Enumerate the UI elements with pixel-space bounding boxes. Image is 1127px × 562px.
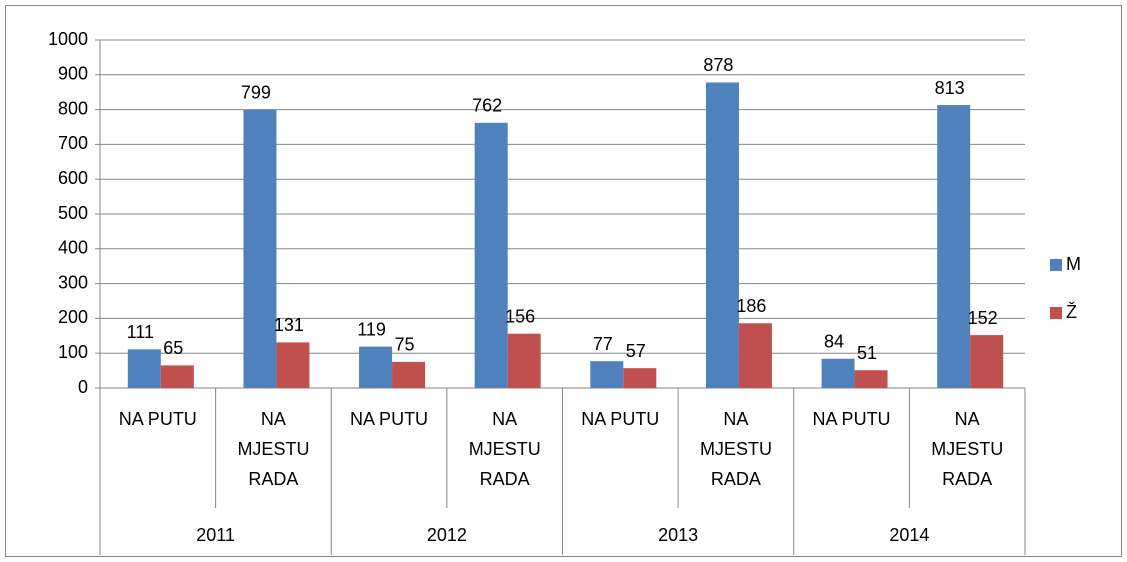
- x-tick-label: NA MJESTU RADA: [237, 409, 310, 489]
- legend-swatch: [1050, 259, 1062, 271]
- data-label: 813: [935, 78, 965, 98]
- data-label: 186: [736, 296, 766, 316]
- x-tick-label: NA PUTU: [118, 409, 197, 429]
- x-tick-label: NA PUTU: [812, 409, 891, 429]
- bar: [276, 342, 310, 388]
- y-tick-label: 600: [58, 168, 88, 188]
- data-label: 131: [274, 315, 304, 335]
- x-tick-label: NA MJESTU RADA: [468, 409, 541, 489]
- bar: [474, 122, 508, 388]
- legend-label: Ž: [1066, 302, 1077, 322]
- data-label: 75: [395, 335, 415, 355]
- y-tick-label: 100: [58, 342, 88, 362]
- data-label: 762: [472, 96, 502, 116]
- bar: [705, 82, 739, 389]
- bar: [590, 361, 624, 388]
- bar: [623, 368, 657, 388]
- y-tick-label: 0: [78, 377, 88, 397]
- group-label: 2012: [426, 525, 467, 545]
- y-tick-label: 800: [58, 98, 88, 118]
- bar: [392, 361, 426, 388]
- bar: [127, 349, 161, 388]
- y-tick-label: 200: [58, 307, 88, 327]
- data-label: 152: [968, 308, 998, 328]
- chart-border: [5, 5, 1122, 557]
- data-label: 65: [163, 338, 183, 358]
- bar: [359, 346, 393, 388]
- data-label: 57: [626, 341, 646, 361]
- x-tick-label: NA PUTU: [350, 409, 429, 429]
- data-label: 119: [357, 319, 386, 339]
- group-label: 2014: [889, 525, 930, 545]
- y-tick-label: 400: [58, 238, 88, 258]
- group-label: 2013: [658, 525, 699, 545]
- y-tick-label: 1000: [48, 29, 88, 49]
- y-tick-label: 900: [58, 64, 88, 84]
- legend-label: M: [1066, 254, 1081, 274]
- y-tick-label: 700: [58, 133, 88, 153]
- y-tick-label: 300: [58, 272, 88, 292]
- bar: [738, 323, 772, 388]
- data-label: 799: [241, 83, 271, 103]
- data-label: 156: [505, 306, 535, 326]
- x-tick-label: NA PUTU: [581, 409, 660, 429]
- bar: [243, 109, 277, 388]
- bar: [160, 365, 194, 388]
- legend-swatch: [1050, 307, 1062, 319]
- bar: [507, 333, 541, 388]
- data-label: 51: [857, 343, 877, 363]
- data-label: 878: [703, 55, 733, 75]
- group-label: 2011: [196, 525, 235, 545]
- bar: [821, 358, 855, 388]
- data-label: 77: [593, 334, 613, 354]
- x-tick-label: NA MJESTU RADA: [931, 409, 1004, 489]
- x-tick-label: NA MJESTU RADA: [699, 409, 772, 489]
- bar: [970, 335, 1004, 388]
- data-label: 111: [127, 322, 154, 342]
- bar: [937, 105, 971, 389]
- y-tick-label: 500: [58, 203, 88, 223]
- data-label: 84: [824, 332, 844, 352]
- bar: [854, 370, 888, 388]
